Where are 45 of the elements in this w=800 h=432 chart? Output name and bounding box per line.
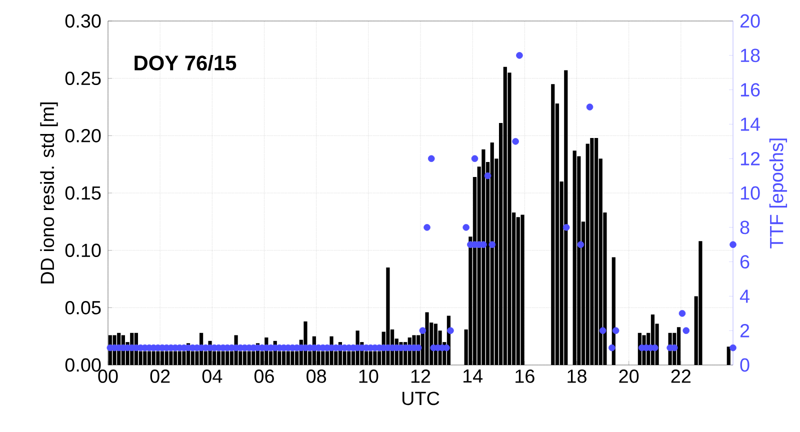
bar bbox=[676, 327, 681, 365]
y-tick-label: 0.10 bbox=[65, 244, 101, 258]
x-tick-label: 22 bbox=[671, 370, 690, 383]
y-tick-label: 0.05 bbox=[65, 300, 101, 314]
x-tick-label: 12 bbox=[411, 370, 430, 383]
x-tick-label: 02 bbox=[150, 370, 170, 383]
y2-tick-label: 0 bbox=[740, 358, 750, 372]
x-axis-title: UTC bbox=[402, 392, 440, 406]
y2-tick-label: 14 bbox=[740, 118, 760, 131]
y-axis-title: DD iono resid. std [m] bbox=[40, 102, 58, 284]
bar bbox=[726, 346, 730, 365]
y-tick-label: 0.15 bbox=[65, 186, 101, 200]
y-tick-label: 0.25 bbox=[65, 72, 101, 86]
x-tick-label: 18 bbox=[568, 370, 586, 383]
bar bbox=[594, 138, 598, 365]
x-tick-label: 14 bbox=[463, 370, 483, 383]
y-tick-label: 0.20 bbox=[65, 128, 101, 142]
x-tick-label: 10 bbox=[359, 370, 378, 383]
bar bbox=[520, 214, 524, 365]
bar bbox=[572, 150, 576, 365]
y2-tick-label: 18 bbox=[740, 48, 760, 62]
x-tick-label: 00 bbox=[98, 370, 118, 383]
bar bbox=[551, 84, 555, 365]
y2-tick-label: 16 bbox=[740, 83, 760, 96]
x-tick-label: 06 bbox=[254, 370, 274, 383]
y2-tick-label: 4 bbox=[740, 290, 750, 303]
y2-tick-label: 10 bbox=[740, 186, 760, 200]
y2-tick-label: 12 bbox=[740, 152, 760, 166]
y-tick-label: 0.30 bbox=[65, 14, 101, 28]
x-tick-label: 04 bbox=[202, 370, 222, 383]
x-tick-label: 20 bbox=[619, 370, 639, 383]
y2-tick-label: 20 bbox=[740, 14, 760, 28]
y2-tick-label: 6 bbox=[740, 255, 750, 268]
bar bbox=[425, 312, 429, 365]
y2-tick-label: 8 bbox=[740, 220, 750, 234]
bar bbox=[386, 268, 390, 365]
bar bbox=[590, 138, 594, 365]
bar bbox=[698, 241, 702, 365]
y2-axis-title: TTF [epochs] bbox=[769, 138, 788, 248]
x-tick-label: 16 bbox=[516, 370, 534, 383]
y2-tick-label: 2 bbox=[740, 324, 750, 338]
bar bbox=[482, 149, 486, 365]
x-tick-label: 08 bbox=[306, 370, 326, 383]
y-tick-label: 0.00 bbox=[65, 358, 101, 372]
annotation: DOY 76/15 bbox=[134, 55, 236, 71]
